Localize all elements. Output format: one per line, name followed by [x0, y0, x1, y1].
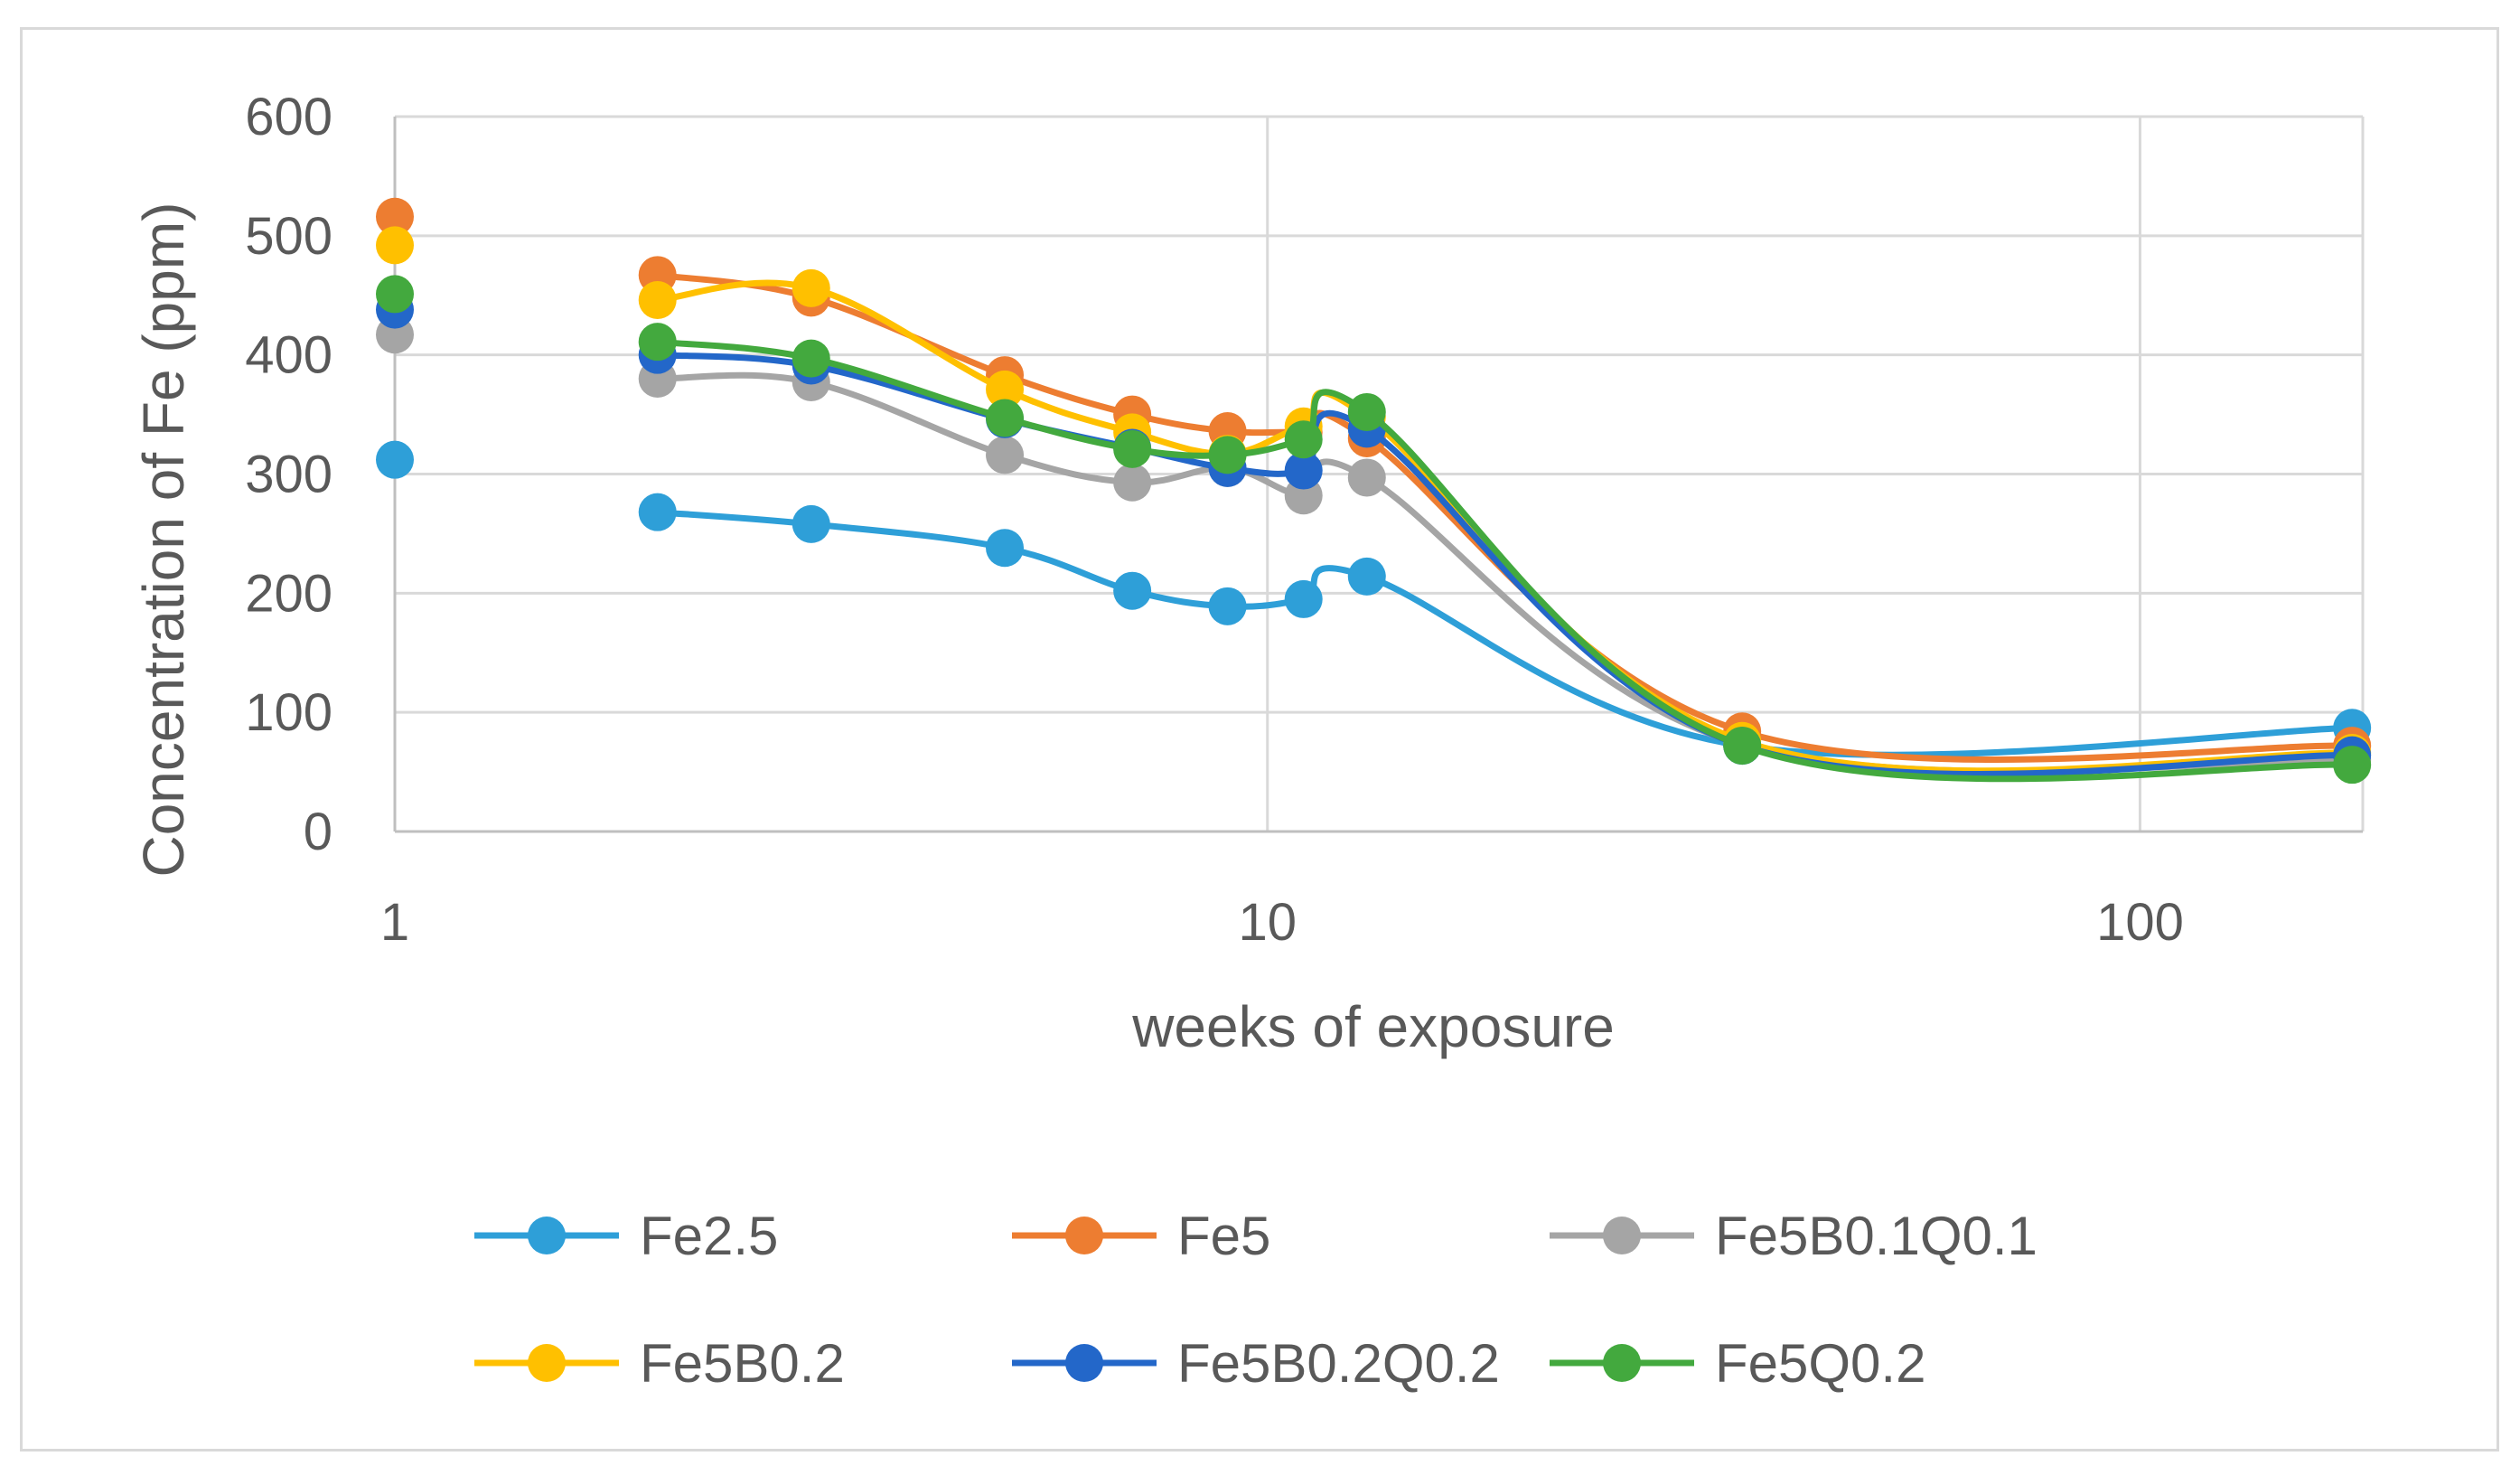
legend-item: Fe5B0.1Q0.1 — [1550, 1206, 2038, 1266]
data-point — [792, 504, 830, 543]
series-Fe5B0.2 — [376, 226, 2372, 775]
legend-item: Fe2.5 — [474, 1206, 778, 1266]
x-tick-label: 100 — [2096, 893, 2184, 952]
legend-label: Fe5B0.2Q0.2 — [1177, 1333, 1500, 1394]
data-point — [376, 440, 414, 479]
y-axis-title: Concentration of Fe (ppm) — [131, 202, 196, 878]
series-Fe5B0.1Q0.1 — [376, 315, 2372, 779]
y-tick-label: 300 — [245, 446, 333, 504]
data-point — [1284, 579, 1323, 618]
legend-swatch-marker — [1065, 1217, 1103, 1254]
series-lines — [376, 197, 2372, 784]
legend-swatch-marker — [528, 1344, 566, 1382]
legend-item: Fe5 — [1012, 1206, 1270, 1266]
gridlines — [395, 115, 2365, 831]
x-tick-label: 10 — [1238, 893, 1297, 952]
legend-label: Fe5B0.2 — [640, 1333, 845, 1394]
data-point — [1284, 451, 1323, 490]
y-tick-label: 200 — [245, 564, 333, 623]
chart-frame — [20, 27, 2499, 1452]
legend-label: Fe5B0.1Q0.1 — [1715, 1206, 2038, 1266]
x-tick-label: 1 — [380, 893, 409, 952]
legend-label: Fe5Q0.2 — [1715, 1333, 1925, 1394]
legend-item: Fe5B0.2Q0.2 — [1012, 1333, 1500, 1394]
legend-label: Fe5 — [1177, 1206, 1270, 1266]
y-tick-label: 500 — [245, 207, 333, 266]
legend-item: Fe5Q0.2 — [1550, 1333, 1925, 1394]
data-point — [376, 197, 414, 236]
data-point — [792, 339, 830, 378]
data-point — [1113, 571, 1152, 610]
data-point — [986, 370, 1025, 409]
data-point — [1208, 436, 1247, 474]
data-point — [1347, 458, 1386, 497]
legend-swatch-marker — [1603, 1344, 1641, 1382]
data-point — [792, 268, 830, 307]
legend-item: Fe5B0.2 — [474, 1333, 845, 1394]
tick-labels: 0 100 200 300 400 500 600 1 10 100 — [245, 88, 2184, 952]
data-point — [1113, 429, 1152, 468]
data-point — [638, 493, 677, 531]
y-tick-label: 0 — [304, 803, 333, 861]
data-point — [2333, 746, 2372, 784]
data-point — [1113, 463, 1152, 502]
x-axis-title: weeks of exposure — [1131, 994, 1615, 1059]
data-point — [376, 275, 414, 314]
data-point — [1723, 727, 1762, 766]
y-tick-label: 600 — [245, 88, 333, 146]
series-Fe5Q0.2 — [376, 275, 2372, 784]
data-point — [1347, 392, 1386, 431]
data-point — [638, 323, 677, 362]
data-point — [986, 436, 1025, 474]
data-point — [1284, 420, 1323, 459]
data-point — [638, 281, 677, 320]
y-tick-label: 400 — [245, 326, 333, 385]
data-point — [986, 529, 1025, 568]
data-point — [1208, 587, 1247, 625]
data-point — [1347, 557, 1386, 596]
y-tick-label: 100 — [245, 683, 333, 742]
series-Fe5B0.2Q0.2 — [376, 290, 2372, 777]
data-point — [376, 226, 414, 265]
legend-swatch-marker — [1603, 1217, 1641, 1254]
legend-swatch-marker — [528, 1217, 566, 1254]
legend-swatch-marker — [1065, 1344, 1103, 1382]
series-line — [654, 271, 2356, 763]
data-point — [986, 399, 1025, 437]
legend: Fe2.5 Fe5 Fe5B0.1Q0.1 Fe5B0.2 Fe5B0.2Q0.2 Fe5… — [474, 1206, 2038, 1394]
series-line — [654, 509, 2356, 758]
legend-label: Fe2.5 — [640, 1206, 778, 1266]
